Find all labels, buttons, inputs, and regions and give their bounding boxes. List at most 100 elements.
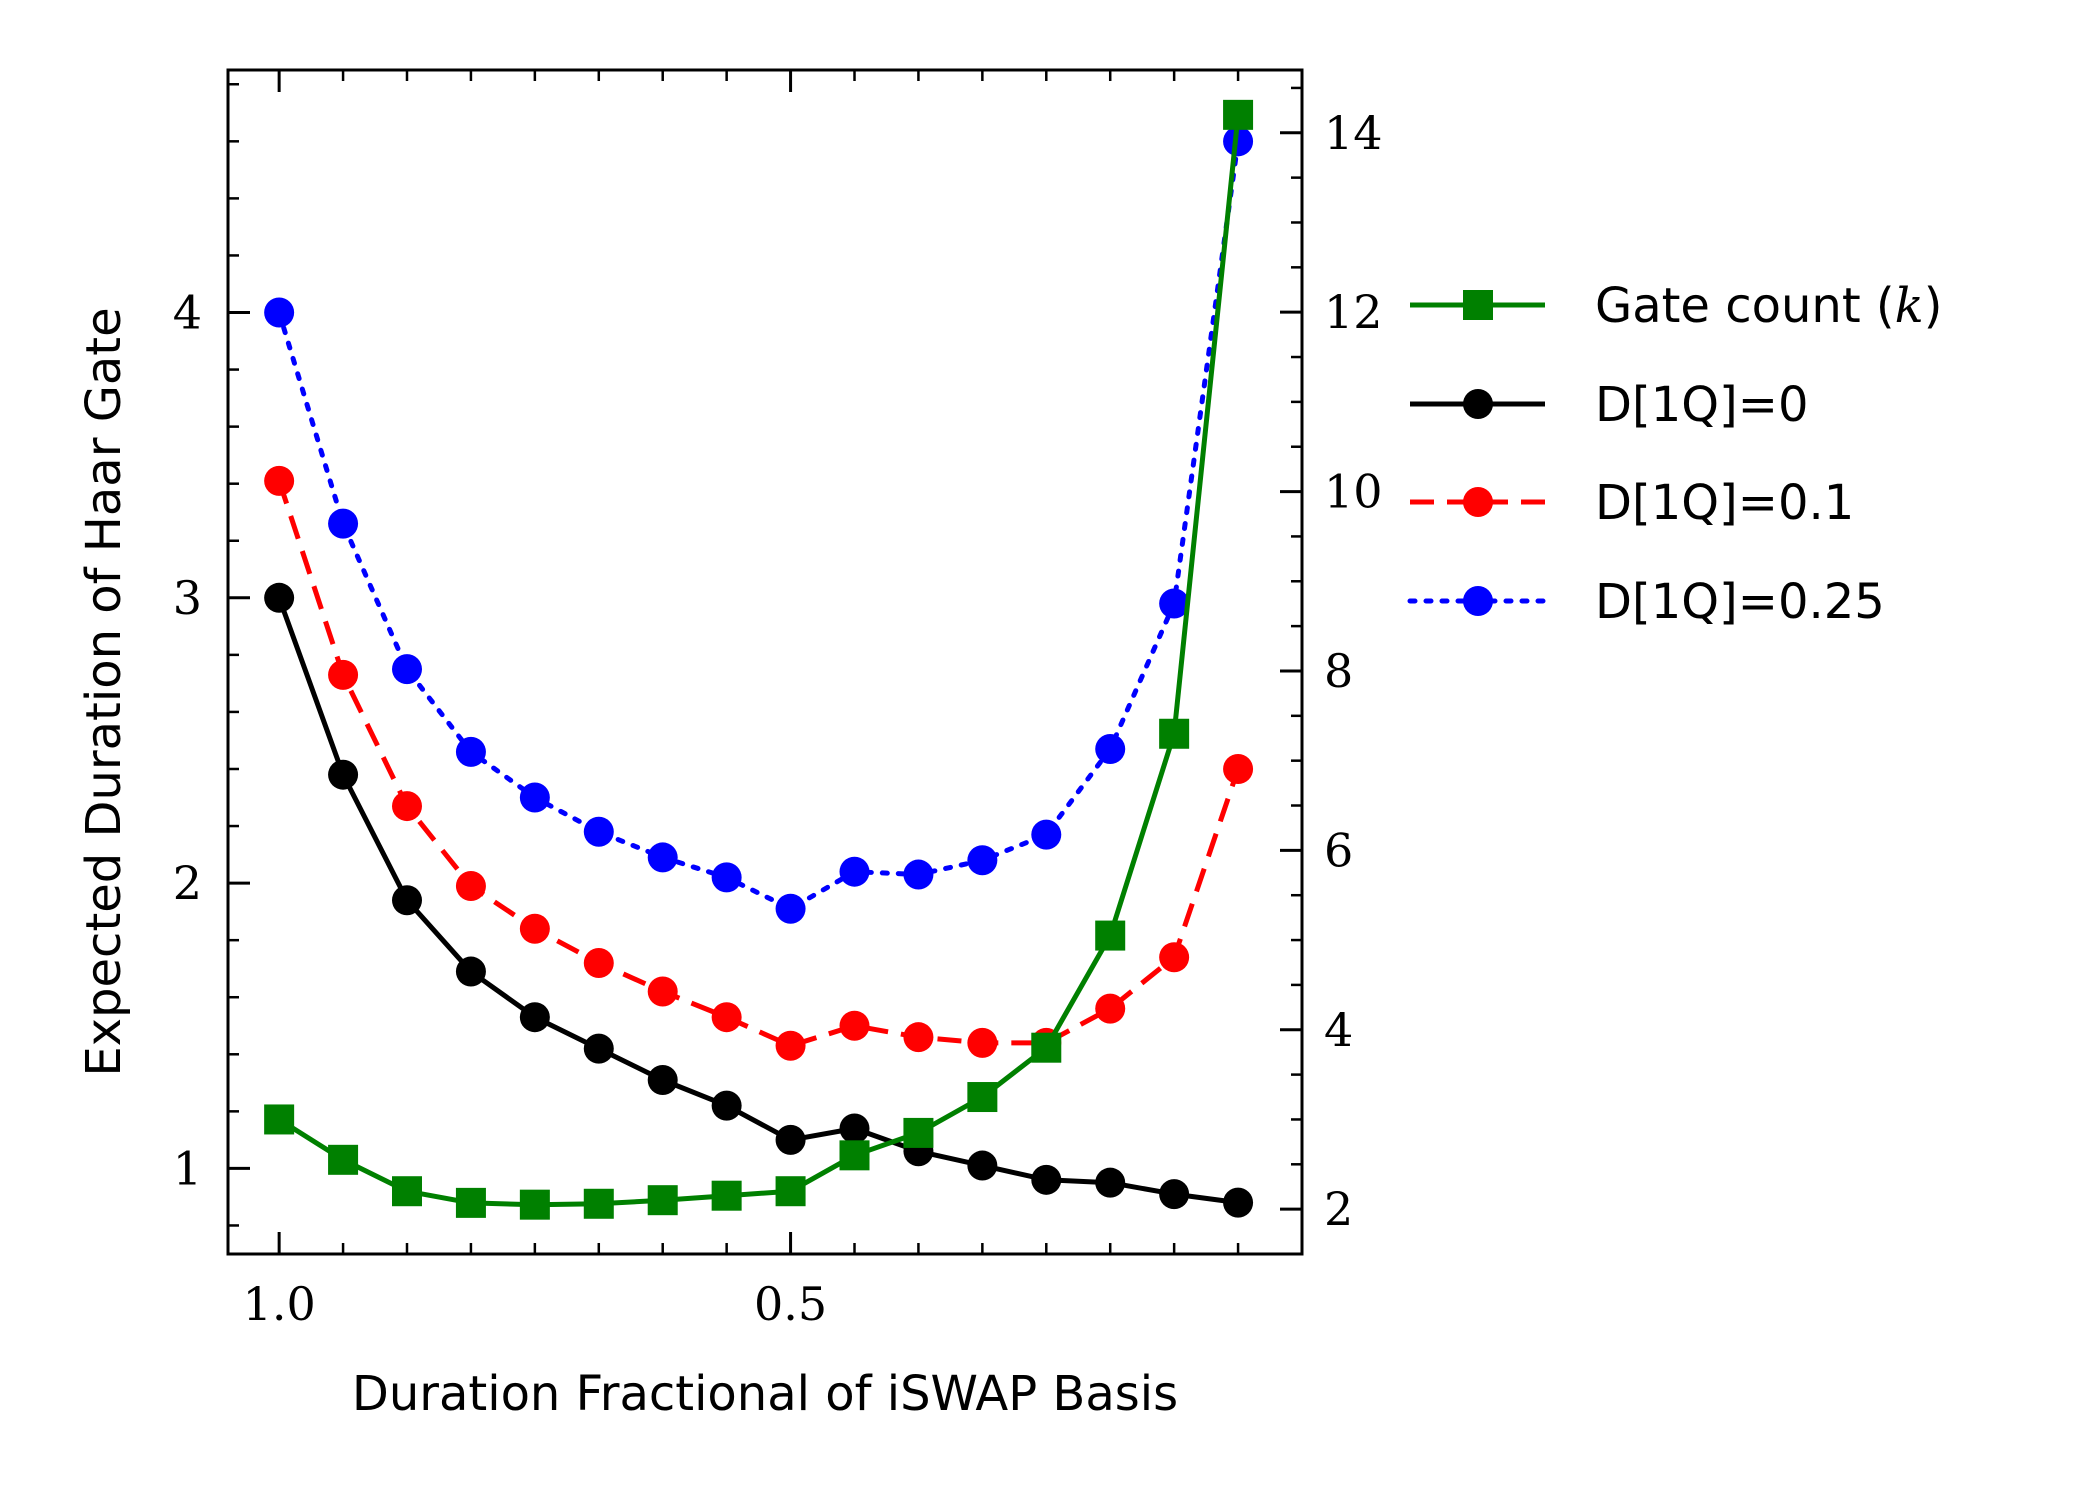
data-point bbox=[1095, 920, 1126, 951]
y-left-tick-label: 4 bbox=[173, 286, 202, 340]
data-point bbox=[1159, 588, 1190, 619]
legend-marker bbox=[1463, 389, 1493, 419]
data-point bbox=[967, 1082, 998, 1113]
series-0 bbox=[264, 99, 1254, 1220]
data-point bbox=[1095, 1167, 1126, 1198]
data-point bbox=[903, 1022, 934, 1053]
data-point bbox=[647, 1064, 678, 1095]
data-point bbox=[455, 1187, 486, 1218]
series-2 bbox=[264, 465, 1254, 1061]
legend-marker bbox=[1463, 290, 1493, 320]
data-point bbox=[1223, 1187, 1254, 1218]
series-3 bbox=[264, 126, 1254, 924]
y-left-tick-label: 3 bbox=[173, 571, 202, 625]
data-point bbox=[264, 1104, 295, 1135]
data-point bbox=[839, 1140, 870, 1171]
y-right-tick-label: 12 bbox=[1324, 285, 1383, 339]
legend-label: D[1Q]=0 bbox=[1595, 377, 1809, 433]
y-right-tick-label: 8 bbox=[1324, 644, 1353, 698]
data-point bbox=[1095, 734, 1126, 765]
y-left-tick-label: 1 bbox=[173, 1141, 202, 1195]
data-point bbox=[519, 1189, 550, 1220]
plot-area bbox=[264, 99, 1254, 1220]
x-tick-label: 1.0 bbox=[243, 1277, 316, 1331]
data-point bbox=[1159, 942, 1190, 973]
legend-label: D[1Q]=0.25 bbox=[1595, 574, 1885, 630]
data-point bbox=[839, 856, 870, 887]
data-point bbox=[1159, 1179, 1190, 1210]
y-right-tick-label: 4 bbox=[1324, 1003, 1353, 1057]
legend-label: D[1Q]=0.1 bbox=[1595, 475, 1854, 531]
legend-label: Gate count (k) bbox=[1595, 278, 1942, 334]
data-point bbox=[839, 1010, 870, 1041]
y-axis-left-title: Expected Duration of Haar Gate bbox=[76, 307, 132, 1076]
data-point bbox=[903, 859, 934, 890]
legend-marker bbox=[1463, 487, 1493, 517]
data-point bbox=[1031, 1032, 1062, 1063]
data-point bbox=[711, 1002, 742, 1033]
data-point bbox=[775, 1124, 806, 1155]
data-point bbox=[775, 1030, 806, 1061]
data-point bbox=[967, 845, 998, 876]
data-point bbox=[1223, 753, 1254, 784]
legend-entry: D[1Q]=0 bbox=[1410, 377, 1809, 433]
data-point bbox=[1031, 1164, 1062, 1195]
legend-entry: D[1Q]=0.25 bbox=[1407, 574, 1885, 630]
data-point bbox=[1223, 99, 1254, 130]
series-1 bbox=[264, 582, 1254, 1218]
legend: Gate count (k) D[1Q]=0 D[1Q]=0.1 D[1Q]=0.25 bbox=[1407, 278, 1942, 630]
y-right-tick-label: 14 bbox=[1324, 106, 1383, 160]
data-point bbox=[264, 297, 295, 328]
series-line bbox=[277, 114, 1241, 1208]
data-point bbox=[1223, 126, 1254, 157]
data-point bbox=[1095, 993, 1126, 1024]
series-line bbox=[276, 596, 1239, 1206]
data-point bbox=[583, 1033, 614, 1064]
data-point bbox=[519, 913, 550, 944]
data-point bbox=[711, 862, 742, 893]
data-point bbox=[392, 654, 422, 685]
series-line bbox=[276, 138, 1241, 912]
y-right-tick-label: 10 bbox=[1324, 465, 1383, 519]
y-right-tick-label: 2 bbox=[1324, 1182, 1353, 1236]
data-point bbox=[519, 782, 550, 813]
plot-frame bbox=[226, 68, 1304, 1256]
data-point bbox=[583, 1188, 614, 1219]
data-point bbox=[264, 582, 295, 613]
x-axis-title: Duration Fractional of iSWAP Basis bbox=[352, 1366, 1178, 1422]
data-point bbox=[647, 1185, 678, 1216]
data-point bbox=[839, 1113, 870, 1144]
data-point bbox=[967, 1150, 998, 1181]
data-point bbox=[967, 1027, 998, 1058]
data-point bbox=[775, 1176, 806, 1207]
data-point bbox=[711, 1090, 742, 1121]
data-point bbox=[647, 976, 678, 1007]
data-point bbox=[583, 947, 614, 978]
data-point bbox=[264, 465, 295, 496]
data-point bbox=[328, 659, 359, 690]
legend-entry: Gate count (k) bbox=[1410, 278, 1942, 334]
data-point bbox=[392, 885, 422, 916]
data-point bbox=[455, 870, 486, 901]
data-point bbox=[1031, 819, 1062, 850]
data-point bbox=[392, 1176, 422, 1207]
data-point bbox=[328, 508, 359, 539]
data-point bbox=[392, 791, 422, 822]
data-point bbox=[455, 736, 486, 767]
data-point bbox=[647, 842, 678, 873]
data-point bbox=[519, 1002, 550, 1033]
data-point bbox=[328, 759, 359, 790]
data-point bbox=[903, 1117, 934, 1148]
data-point bbox=[1159, 718, 1190, 749]
y-left-tick-label: 2 bbox=[173, 856, 202, 910]
data-point bbox=[775, 893, 806, 924]
data-point bbox=[711, 1180, 742, 1211]
data-point bbox=[328, 1144, 359, 1175]
legend-entry: D[1Q]=0.1 bbox=[1410, 475, 1854, 531]
y-right-tick-label: 6 bbox=[1324, 823, 1353, 877]
data-point bbox=[583, 816, 614, 847]
data-point bbox=[455, 956, 486, 987]
legend-marker bbox=[1463, 586, 1493, 616]
